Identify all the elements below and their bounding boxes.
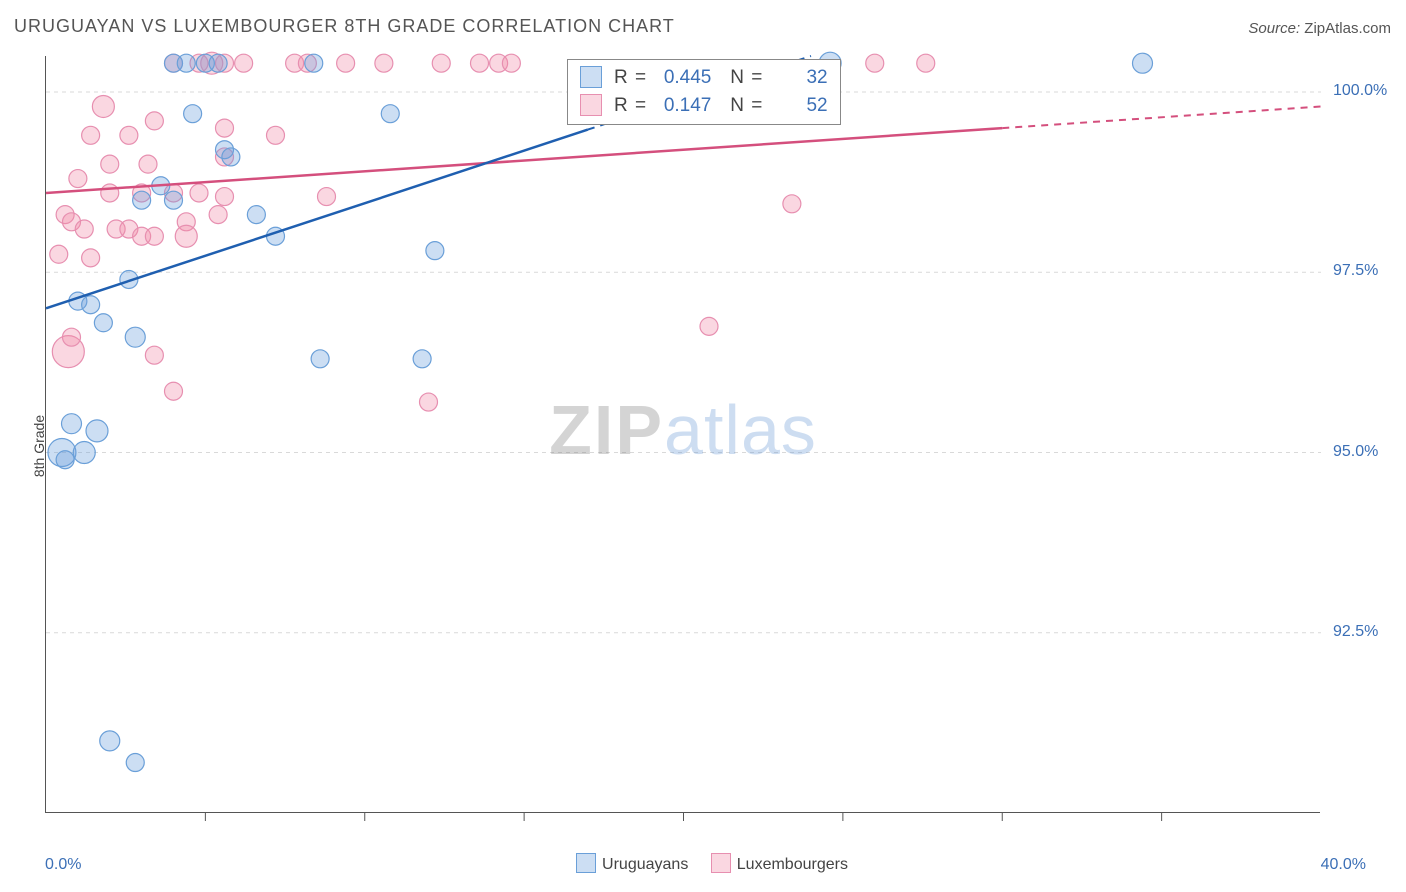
- legend-row: R = 0.445 N = 32: [580, 64, 828, 92]
- plot-area: ZIPatlas R = 0.445 N = 32R = 0.147 N = 5…: [45, 56, 1320, 813]
- series-legend: Uruguayans Luxembourgers: [0, 853, 1406, 874]
- n-value: 32: [770, 64, 828, 92]
- y-tick-label: 97.5%: [1333, 262, 1378, 280]
- legend-row: R = 0.147 N = 52: [580, 92, 828, 120]
- r-label: R =: [614, 95, 653, 116]
- y-tick-label: 92.5%: [1333, 623, 1378, 641]
- r-value: 0.445: [653, 64, 711, 92]
- chart-container: URUGUAYAN VS LUXEMBOURGER 8TH GRADE CORR…: [0, 0, 1406, 892]
- legend-swatch: [580, 66, 602, 88]
- n-value: 52: [770, 92, 828, 120]
- legend-swatch-1: [576, 853, 596, 873]
- r-label: R =: [614, 67, 653, 88]
- y-tick-label: 95.0%: [1333, 443, 1378, 461]
- source-value: ZipAtlas.com: [1304, 20, 1391, 37]
- legend-swatch-2: [711, 853, 731, 873]
- chart-title: URUGUAYAN VS LUXEMBOURGER 8TH GRADE CORR…: [14, 16, 675, 37]
- source-label: Source:: [1248, 20, 1300, 37]
- source-attribution: Source: ZipAtlas.com: [1248, 20, 1391, 37]
- r-value: 0.147: [653, 92, 711, 120]
- correlation-legend: R = 0.445 N = 32R = 0.147 N = 52: [567, 59, 841, 125]
- legend-label-1: Uruguayans: [602, 856, 688, 873]
- plot-svg: [46, 56, 1321, 813]
- legend-swatch: [580, 94, 602, 116]
- n-label: N =: [711, 95, 769, 116]
- n-label: N =: [711, 67, 769, 88]
- y-tick-label: 100.0%: [1333, 82, 1387, 100]
- legend-label-2: Luxembourgers: [737, 856, 848, 873]
